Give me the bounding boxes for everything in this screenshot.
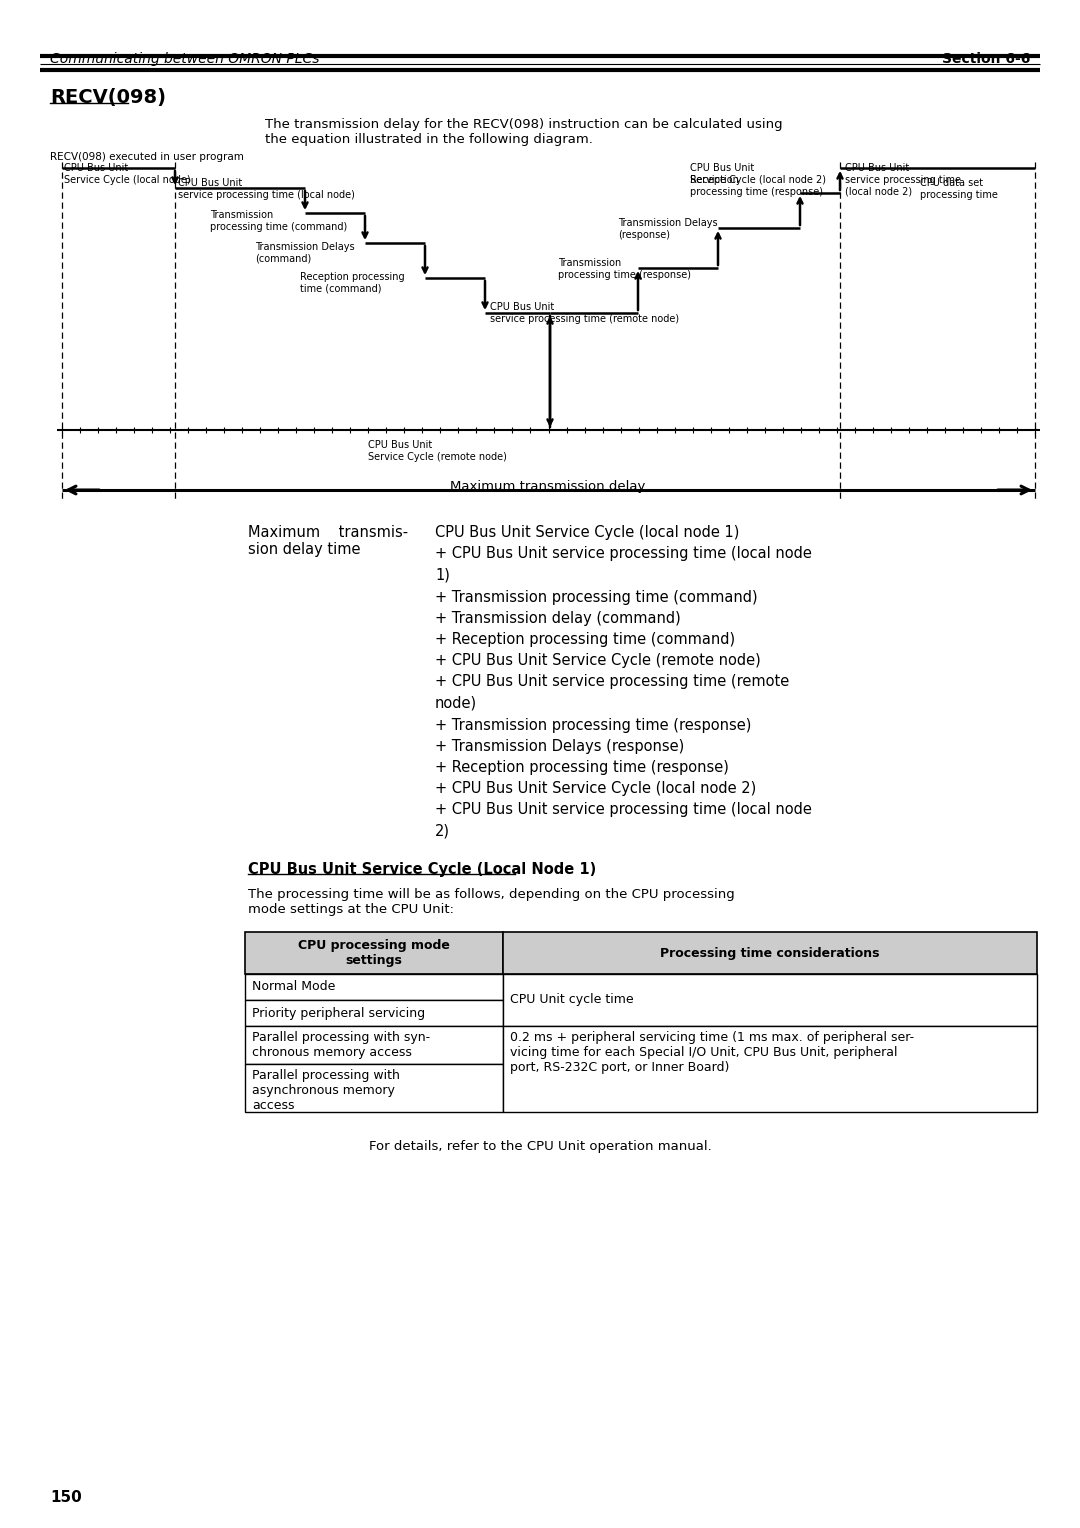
Text: + Transmission processing time (response): + Transmission processing time (response… bbox=[435, 718, 752, 733]
Text: CPU Bus Unit
Service Cycle (local node 2): CPU Bus Unit Service Cycle (local node 2… bbox=[690, 163, 826, 185]
Text: 1): 1) bbox=[435, 567, 450, 582]
Text: 0.2 ms + peripheral servicing time (1 ms max. of peripheral ser-
vicing time for: 0.2 ms + peripheral servicing time (1 ms… bbox=[510, 1031, 914, 1074]
Text: Normal Mode: Normal Mode bbox=[252, 981, 336, 993]
Text: + Reception processing time (response): + Reception processing time (response) bbox=[435, 759, 729, 775]
Text: RECV(098) executed in user program: RECV(098) executed in user program bbox=[50, 151, 244, 162]
Text: + Transmission delay (command): + Transmission delay (command) bbox=[435, 611, 680, 626]
Text: Communicating between OMRON PLCs: Communicating between OMRON PLCs bbox=[50, 52, 320, 66]
Bar bbox=[503, 932, 1037, 973]
Text: CPU Bus Unit Service Cycle (local node 1): CPU Bus Unit Service Cycle (local node 1… bbox=[435, 526, 740, 539]
Text: CPU Bus Unit
service processing time (local node): CPU Bus Unit service processing time (lo… bbox=[178, 177, 355, 200]
Text: Processing time considerations: Processing time considerations bbox=[660, 946, 880, 960]
Text: node): node) bbox=[435, 695, 477, 711]
Bar bbox=[245, 932, 503, 973]
Text: Maximum transmission delay: Maximum transmission delay bbox=[450, 480, 646, 494]
Text: CPU Unit cycle time: CPU Unit cycle time bbox=[510, 993, 634, 1007]
Text: + Transmission Delays (response): + Transmission Delays (response) bbox=[435, 740, 685, 753]
Text: Parallel processing with
asynchronous memory
access: Parallel processing with asynchronous me… bbox=[252, 1070, 400, 1112]
Text: CPU processing mode
settings: CPU processing mode settings bbox=[298, 940, 450, 967]
Text: + CPU Bus Unit service processing time (remote: + CPU Bus Unit service processing time (… bbox=[435, 674, 789, 689]
Bar bbox=[503, 973, 1037, 1025]
Bar bbox=[245, 1025, 503, 1063]
Text: Transmission Delays
(response): Transmission Delays (response) bbox=[618, 219, 717, 240]
Text: + CPU Bus Unit service processing time (local node: + CPU Bus Unit service processing time (… bbox=[435, 545, 812, 561]
Text: CPU Bus Unit Service Cycle (Local Node 1): CPU Bus Unit Service Cycle (Local Node 1… bbox=[248, 862, 596, 877]
Text: + CPU Bus Unit Service Cycle (local node 2): + CPU Bus Unit Service Cycle (local node… bbox=[435, 781, 756, 796]
Text: + CPU Bus Unit Service Cycle (remote node): + CPU Bus Unit Service Cycle (remote nod… bbox=[435, 652, 760, 668]
Text: Transmission
processing time (response): Transmission processing time (response) bbox=[558, 258, 691, 280]
Text: The transmission delay for the RECV(098) instruction can be calculated using
the: The transmission delay for the RECV(098)… bbox=[265, 118, 783, 147]
Bar bbox=[503, 1025, 1037, 1112]
Text: + Transmission processing time (command): + Transmission processing time (command) bbox=[435, 590, 758, 605]
Text: 150: 150 bbox=[50, 1490, 82, 1505]
Bar bbox=[245, 1063, 503, 1112]
Text: CPU Bus Unit
service processing time
(local node 2): CPU Bus Unit service processing time (lo… bbox=[845, 163, 961, 196]
Text: Section 6-6: Section 6-6 bbox=[942, 52, 1030, 66]
Text: + Reception processing time (command): + Reception processing time (command) bbox=[435, 633, 735, 646]
Text: CPU Bus Unit
Service Cycle (local node): CPU Bus Unit Service Cycle (local node) bbox=[64, 163, 191, 185]
Text: CPU Bus Unit
Service Cycle (remote node): CPU Bus Unit Service Cycle (remote node) bbox=[368, 440, 507, 461]
Text: Transmission
processing time (command): Transmission processing time (command) bbox=[210, 209, 348, 232]
Text: Parallel processing with syn-
chronous memory access: Parallel processing with syn- chronous m… bbox=[252, 1031, 430, 1059]
Bar bbox=[245, 999, 503, 1025]
Text: CPU data set
processing time: CPU data set processing time bbox=[920, 177, 998, 200]
Text: For details, refer to the CPU Unit operation manual.: For details, refer to the CPU Unit opera… bbox=[368, 1140, 712, 1154]
Text: The processing time will be as follows, depending on the CPU processing
mode set: The processing time will be as follows, … bbox=[248, 888, 734, 915]
Text: Reception
processing time (response): Reception processing time (response) bbox=[690, 176, 823, 197]
Text: RECV(098): RECV(098) bbox=[50, 89, 166, 107]
Text: CPU Bus Unit
service processing time (remote node): CPU Bus Unit service processing time (re… bbox=[490, 303, 679, 324]
Text: + CPU Bus Unit service processing time (local node: + CPU Bus Unit service processing time (… bbox=[435, 802, 812, 817]
Text: Priority peripheral servicing: Priority peripheral servicing bbox=[252, 1007, 426, 1019]
Text: Maximum    transmis-
sion delay time: Maximum transmis- sion delay time bbox=[248, 526, 408, 558]
Bar bbox=[245, 973, 503, 999]
Text: 2): 2) bbox=[435, 824, 450, 837]
Text: Reception processing
time (command): Reception processing time (command) bbox=[300, 272, 405, 293]
Text: Transmission Delays
(command): Transmission Delays (command) bbox=[255, 241, 354, 264]
